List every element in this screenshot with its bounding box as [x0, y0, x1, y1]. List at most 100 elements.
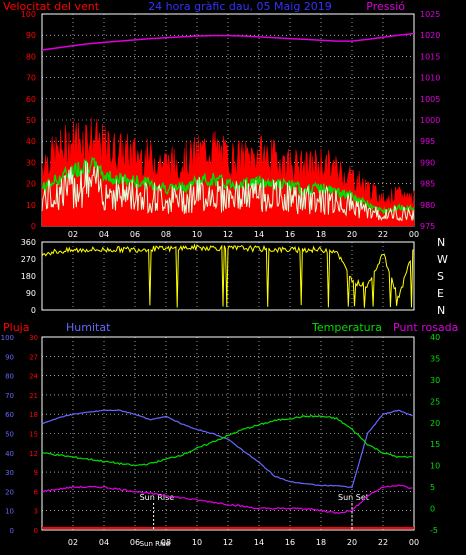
y-tick-label-pressure: 980 [420, 201, 435, 210]
x-tick-label: 12 [223, 538, 233, 547]
y-tick-label-temp: 20 [430, 419, 440, 428]
y-tick-label-rain: 27 [29, 353, 38, 361]
y-tick-label-humidity: 60 [5, 411, 14, 419]
x-tick-label: 22 [378, 538, 388, 547]
y-tick-label-rain: 30 [29, 334, 38, 342]
y-tick-label-temp: 40 [430, 333, 440, 342]
x-tick-label: 10 [192, 230, 202, 239]
y-tick-label-direction: 360 [21, 238, 36, 247]
y-tick-label-humidity: 100 [1, 334, 14, 342]
y-tick-label-rain: 24 [29, 373, 38, 381]
y-tick-label-pressure: 1005 [420, 95, 440, 104]
y-tick-label-humidity: 40 [5, 450, 14, 458]
rain-axis-label: Pluja [3, 321, 29, 334]
y-tick-label-temp: 25 [430, 397, 440, 406]
y-tick-label-humidity: 50 [5, 431, 14, 439]
x-tick-label: 02 [68, 230, 78, 239]
x-tick-label: 06 [130, 538, 140, 547]
y-tick-label-pressure: 995 [420, 137, 435, 146]
y-tick-label-wind: 30 [26, 158, 36, 167]
y-tick-label-pressure: 1020 [420, 31, 440, 40]
y-tick-label-temp: 10 [430, 462, 440, 471]
x-tick-label: 22 [378, 230, 388, 239]
y-tick-label-humidity: 80 [5, 373, 14, 381]
y-tick-label-wind: 50 [26, 116, 36, 125]
tick-labels: 0202040406060808101012121414161618182020… [1, 10, 448, 548]
x-tick-label: 16 [285, 538, 295, 547]
y-tick-label-pressure: 1000 [420, 116, 440, 125]
wind-average-series [41, 161, 415, 222]
compass-label: S [437, 270, 444, 283]
y-tick-label-rain: 12 [29, 450, 38, 458]
y-tick-label-wind: 60 [26, 95, 36, 104]
wind-speed-label: Velocitat del vent [3, 0, 100, 13]
y-tick-label-humidity: 10 [5, 508, 14, 516]
y-tick-label-wind: 90 [26, 31, 36, 40]
y-tick-label-humidity: 70 [5, 392, 14, 400]
y-tick-label-temp: -5 [430, 526, 438, 535]
compass-label: N [437, 304, 445, 317]
x-tick-label: 10 [192, 538, 202, 547]
compass-label: N [437, 236, 445, 249]
y-tick-label-wind: 20 [26, 180, 36, 189]
y-tick-label-pressure: 990 [420, 158, 435, 167]
dewpoint-series [41, 484, 413, 515]
x-tick-label: 12 [223, 230, 233, 239]
y-tick-label-temp: 15 [430, 440, 440, 449]
y-tick-label-wind: 10 [26, 201, 36, 210]
x-tick-label: 08 [161, 538, 171, 547]
x-tick-label: 02 [68, 538, 78, 547]
y-tick-label-pressure: 1025 [420, 10, 440, 19]
y-tick-label-humidity: 30 [5, 469, 14, 477]
dewpoint-axis-label: Punt rosada [393, 321, 458, 334]
x-tick-label: 14 [254, 538, 264, 547]
humidity-axis-label: Humitat [66, 321, 111, 334]
y-tick-label-wind: 80 [26, 52, 36, 61]
y-tick-label-wind: 70 [26, 74, 36, 83]
y-tick-label-rain: 6 [34, 488, 39, 496]
y-tick-label-pressure: 1015 [420, 52, 440, 61]
y-tick-label-rain: 21 [29, 392, 38, 400]
temperature-series [41, 414, 413, 467]
y-tick-label-temp: 5 [430, 483, 435, 492]
y-tick-label-humidity: 90 [5, 353, 14, 361]
x-tick-label: 18 [316, 230, 326, 239]
y-tick-label-pressure: 975 [420, 222, 435, 231]
x-tick-label: 06 [130, 230, 140, 239]
y-tick-label-temp: 30 [430, 376, 440, 385]
x-tick-label: 04 [99, 230, 109, 239]
wind-direction-series [41, 243, 415, 308]
chart-title: 24 hora gràfic dau, 05 Maig 2019 [148, 0, 332, 13]
humidity-series [41, 409, 413, 489]
x-tick-label: 14 [254, 230, 264, 239]
y-tick-label-direction: 180 [21, 272, 36, 281]
y-tick-label-rain: 15 [29, 431, 38, 439]
temperature-axis-label: Temperatura [311, 321, 382, 334]
data-series [41, 32, 415, 530]
x-tick-label: 20 [347, 230, 357, 239]
y-tick-label-wind: 40 [26, 137, 36, 146]
x-tick-label: 08 [161, 230, 171, 239]
y-tick-label-rain: 18 [29, 411, 38, 419]
y-tick-label-direction: 0 [31, 306, 36, 315]
sunrise-label: Sun Rise [140, 493, 175, 502]
pressure-series [41, 32, 415, 51]
y-tick-label-pressure: 985 [420, 180, 435, 189]
x-tick-label: 16 [285, 230, 295, 239]
wind-speed-series [41, 156, 415, 215]
y-tick-label-temp: 35 [430, 354, 440, 363]
y-tick-label-direction: 270 [21, 255, 36, 264]
y-tick-label-humidity: 20 [5, 488, 14, 496]
y-tick-label-rain: 3 [34, 508, 38, 516]
compass-label: E [437, 287, 444, 300]
y-tick-label-temp: 0 [430, 505, 435, 514]
compass-label: W [437, 253, 448, 266]
x-tick-label: 20 [347, 538, 357, 547]
y-tick-label-humidity: 0 [10, 527, 14, 535]
x-tick-label: 00 [409, 230, 419, 239]
sunset-label: Sun Set [338, 493, 369, 502]
sunrise-bottom-label: Sun Rise [140, 540, 170, 548]
y-tick-label-rain: 9 [34, 469, 38, 477]
y-tick-label-direction: 90 [26, 289, 36, 298]
y-tick-label-pressure: 1010 [420, 74, 440, 83]
